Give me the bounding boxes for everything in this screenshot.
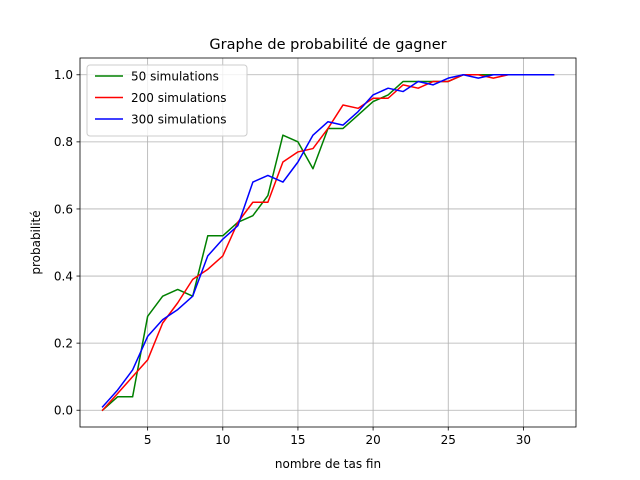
y-tick-label: 0.6 <box>54 202 73 216</box>
legend: 50 simulations 200 simulations 300 simulat… <box>86 64 248 137</box>
legend-entry-label: 50 simulations <box>131 69 219 83</box>
x-axis-ticks: 5 10 15 20 25 30 <box>144 427 531 447</box>
series-lines <box>101 74 555 412</box>
legend-entry-label: 200 simulations <box>131 91 227 105</box>
y-axis-label: probabilité <box>29 210 43 274</box>
x-tick-label: 25 <box>441 433 456 447</box>
legend-entry-label: 300 simulations <box>131 112 227 126</box>
x-axis-label: nombre de tas fin <box>275 457 381 471</box>
y-tick-label: 0.0 <box>54 404 73 418</box>
series-line-3 <box>101 74 555 408</box>
series-line-2 <box>101 74 555 412</box>
y-axis-ticks: 0.0 0.2 0.4 0.6 0.8 1.0 <box>54 68 80 418</box>
y-tick-label: 1.0 <box>54 68 73 82</box>
x-tick-label: 5 <box>144 433 152 447</box>
legend-box <box>86 64 248 137</box>
plot-frame <box>79 57 577 428</box>
x-tick-label: 20 <box>365 433 380 447</box>
chart-title: Graphe de probabilité de gagner <box>209 37 446 53</box>
x-tick-label: 10 <box>215 433 230 447</box>
x-tick-label: 15 <box>290 433 305 447</box>
y-tick-label: 0.4 <box>54 269 73 283</box>
y-tick-label: 0.8 <box>54 135 73 149</box>
grid-lines <box>80 58 576 427</box>
y-tick-label: 0.2 <box>54 336 73 350</box>
x-tick-label: 30 <box>516 433 531 447</box>
